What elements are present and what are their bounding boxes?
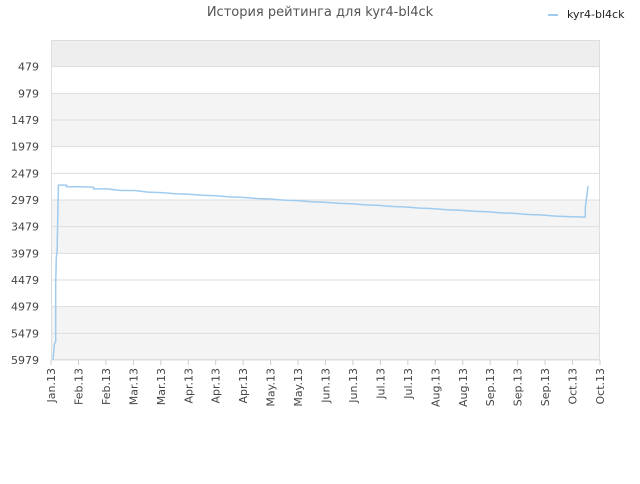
grid-band xyxy=(51,93,600,120)
grid-band xyxy=(51,40,600,67)
x-tick-label: Feb.13 xyxy=(72,368,85,405)
x-tick-label: Jul.13 xyxy=(374,368,387,400)
x-tick-label: Sep.13 xyxy=(484,368,497,406)
grid-band xyxy=(51,280,600,307)
plot-border xyxy=(51,40,600,360)
y-tick-label: 3479 xyxy=(11,221,39,234)
x-tick-label: Aug.13 xyxy=(457,368,470,407)
rating-series-line xyxy=(52,184,589,361)
x-tick-label: Mar.13 xyxy=(155,368,168,405)
grid-band xyxy=(51,146,600,174)
legend-label: kyr4-bl4ck xyxy=(567,8,625,21)
legend: kyr4-bl4ck xyxy=(548,8,624,21)
x-tick-label: May.13 xyxy=(292,368,305,407)
x-tick-label: Aug.13 xyxy=(429,368,442,407)
x-tick-label: Jan.13 xyxy=(45,368,58,403)
x-tick-label: Apr.13 xyxy=(237,368,250,404)
y-tick-label: 5479 xyxy=(11,327,39,340)
grid-band xyxy=(51,226,600,254)
x-tick-label: Jun.13 xyxy=(320,368,333,404)
y-tick-label: 479 xyxy=(18,61,39,74)
chart-title: История рейтинга для kyr4-bl4ck xyxy=(206,5,434,20)
x-tick-label: Apr.13 xyxy=(182,368,195,404)
y-tick-label: 5979 xyxy=(11,354,39,367)
legend-line-swatch xyxy=(548,13,558,16)
grid-band xyxy=(51,333,600,360)
y-tick-label: 4479 xyxy=(11,274,39,287)
x-tick-label: May.13 xyxy=(265,368,278,407)
x-tick-label: Jul.13 xyxy=(402,368,415,400)
x-tick-label: Sep.13 xyxy=(512,368,525,406)
y-tick-label: 2479 xyxy=(11,167,39,180)
y-tick-label: 3979 xyxy=(11,247,39,260)
x-tick-label: Oct.13 xyxy=(567,368,580,405)
y-tick-label: 979 xyxy=(18,87,39,100)
x-tick-label: Oct.13 xyxy=(594,368,607,405)
x-tick-label: Apr.13 xyxy=(210,368,223,404)
y-tick-label: 1479 xyxy=(11,114,39,127)
y-tick-label: 2979 xyxy=(11,194,39,207)
grid-band xyxy=(51,66,600,94)
grid-band xyxy=(51,306,600,334)
y-tick-label: 4979 xyxy=(11,301,39,314)
x-tick-label: Sep.13 xyxy=(539,368,552,406)
grid-band xyxy=(51,253,600,280)
y-tick-label: 1979 xyxy=(11,141,39,154)
x-tick-label: Jun.13 xyxy=(347,368,360,404)
x-tick-label: Feb.13 xyxy=(100,368,113,405)
grid-band xyxy=(51,173,600,200)
x-tick-label: Mar.13 xyxy=(127,368,140,405)
grid-band xyxy=(51,120,600,147)
